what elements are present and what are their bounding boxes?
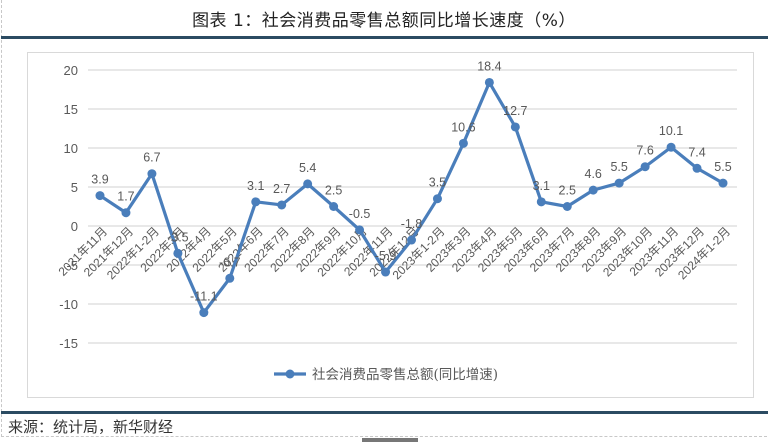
data-point[interactable]: [562, 202, 572, 211]
chart-frame: [27, 52, 754, 398]
legend-label[interactable]: 社会消费品零售总额(同比增速): [312, 367, 498, 383]
y-tick-label: 15: [64, 102, 78, 117]
data-label: 5.4: [299, 161, 316, 175]
data-label: 3.9: [91, 173, 108, 187]
data-point[interactable]: [718, 178, 728, 188]
data-label: 7.4: [688, 145, 705, 159]
data-label: 5.5: [714, 160, 731, 174]
data-point[interactable]: [588, 185, 598, 195]
data-point[interactable]: [225, 273, 235, 283]
data-label: 3.1: [533, 179, 550, 193]
data-point[interactable]: [381, 267, 391, 277]
data-label: 10.1: [659, 124, 683, 138]
source-note: 来源：统计局，新华财经: [8, 418, 174, 436]
data-point[interactable]: [277, 200, 287, 210]
data-label: -5.9: [375, 249, 397, 263]
data-label: 12.7: [503, 104, 527, 118]
data-point[interactable]: [484, 77, 494, 87]
data-label: 2.7: [273, 182, 290, 196]
data-label: 3.5: [429, 176, 446, 190]
data-point[interactable]: [536, 197, 546, 207]
top-rule: [1, 36, 768, 39]
data-point[interactable]: [329, 202, 339, 211]
data-label: -1.8: [401, 217, 423, 231]
data-point[interactable]: [303, 179, 313, 189]
data-point[interactable]: [640, 162, 650, 172]
data-point[interactable]: [121, 208, 131, 218]
data-point[interactable]: [458, 138, 468, 148]
series-line: [99, 80, 724, 315]
data-label: -0.5: [349, 207, 371, 221]
data-label: -6.7: [219, 255, 241, 269]
data-label: 2.5: [325, 184, 342, 198]
data-point[interactable]: [510, 122, 520, 132]
data-point[interactable]: [432, 194, 442, 204]
data-label: -3.5: [167, 230, 189, 244]
y-tick-label: -10: [59, 297, 78, 312]
y-tick-label: 5: [71, 180, 78, 195]
legend-marker-icon: [285, 369, 295, 379]
data-label: 5.5: [610, 160, 627, 174]
y-tick-label: 20: [64, 63, 78, 78]
data-label: 6.7: [143, 151, 160, 165]
y-tick-label: -15: [59, 336, 78, 351]
data-point[interactable]: [95, 191, 105, 201]
data-label: 7.6: [636, 144, 653, 158]
data-point[interactable]: [614, 178, 624, 188]
data-label: 18.4: [477, 59, 501, 73]
y-tick-label: -5: [66, 258, 78, 273]
data-point[interactable]: [355, 225, 365, 235]
data-label: -11.1: [190, 290, 218, 304]
data-point[interactable]: [251, 197, 261, 207]
data-point[interactable]: [199, 308, 209, 318]
data-point[interactable]: [147, 169, 157, 179]
y-tick-label: 0: [71, 219, 78, 234]
y-tick-label: 10: [64, 141, 78, 156]
data-label: 3.1: [247, 179, 264, 193]
data-point[interactable]: [407, 235, 416, 245]
page-tab-handle[interactable]: [362, 438, 418, 442]
data-label: 10.6: [451, 120, 475, 134]
data-point[interactable]: [666, 142, 676, 152]
data-label: 2.5: [559, 184, 576, 198]
figure-title: 图表 1：社会消费品零售总额同比增长速度（%）: [192, 11, 576, 31]
data-label: 4.6: [585, 167, 602, 181]
data-label: 1.7: [117, 190, 134, 204]
data-point[interactable]: [173, 248, 183, 258]
data-point[interactable]: [692, 163, 702, 173]
bottom-rule: [1, 411, 768, 414]
